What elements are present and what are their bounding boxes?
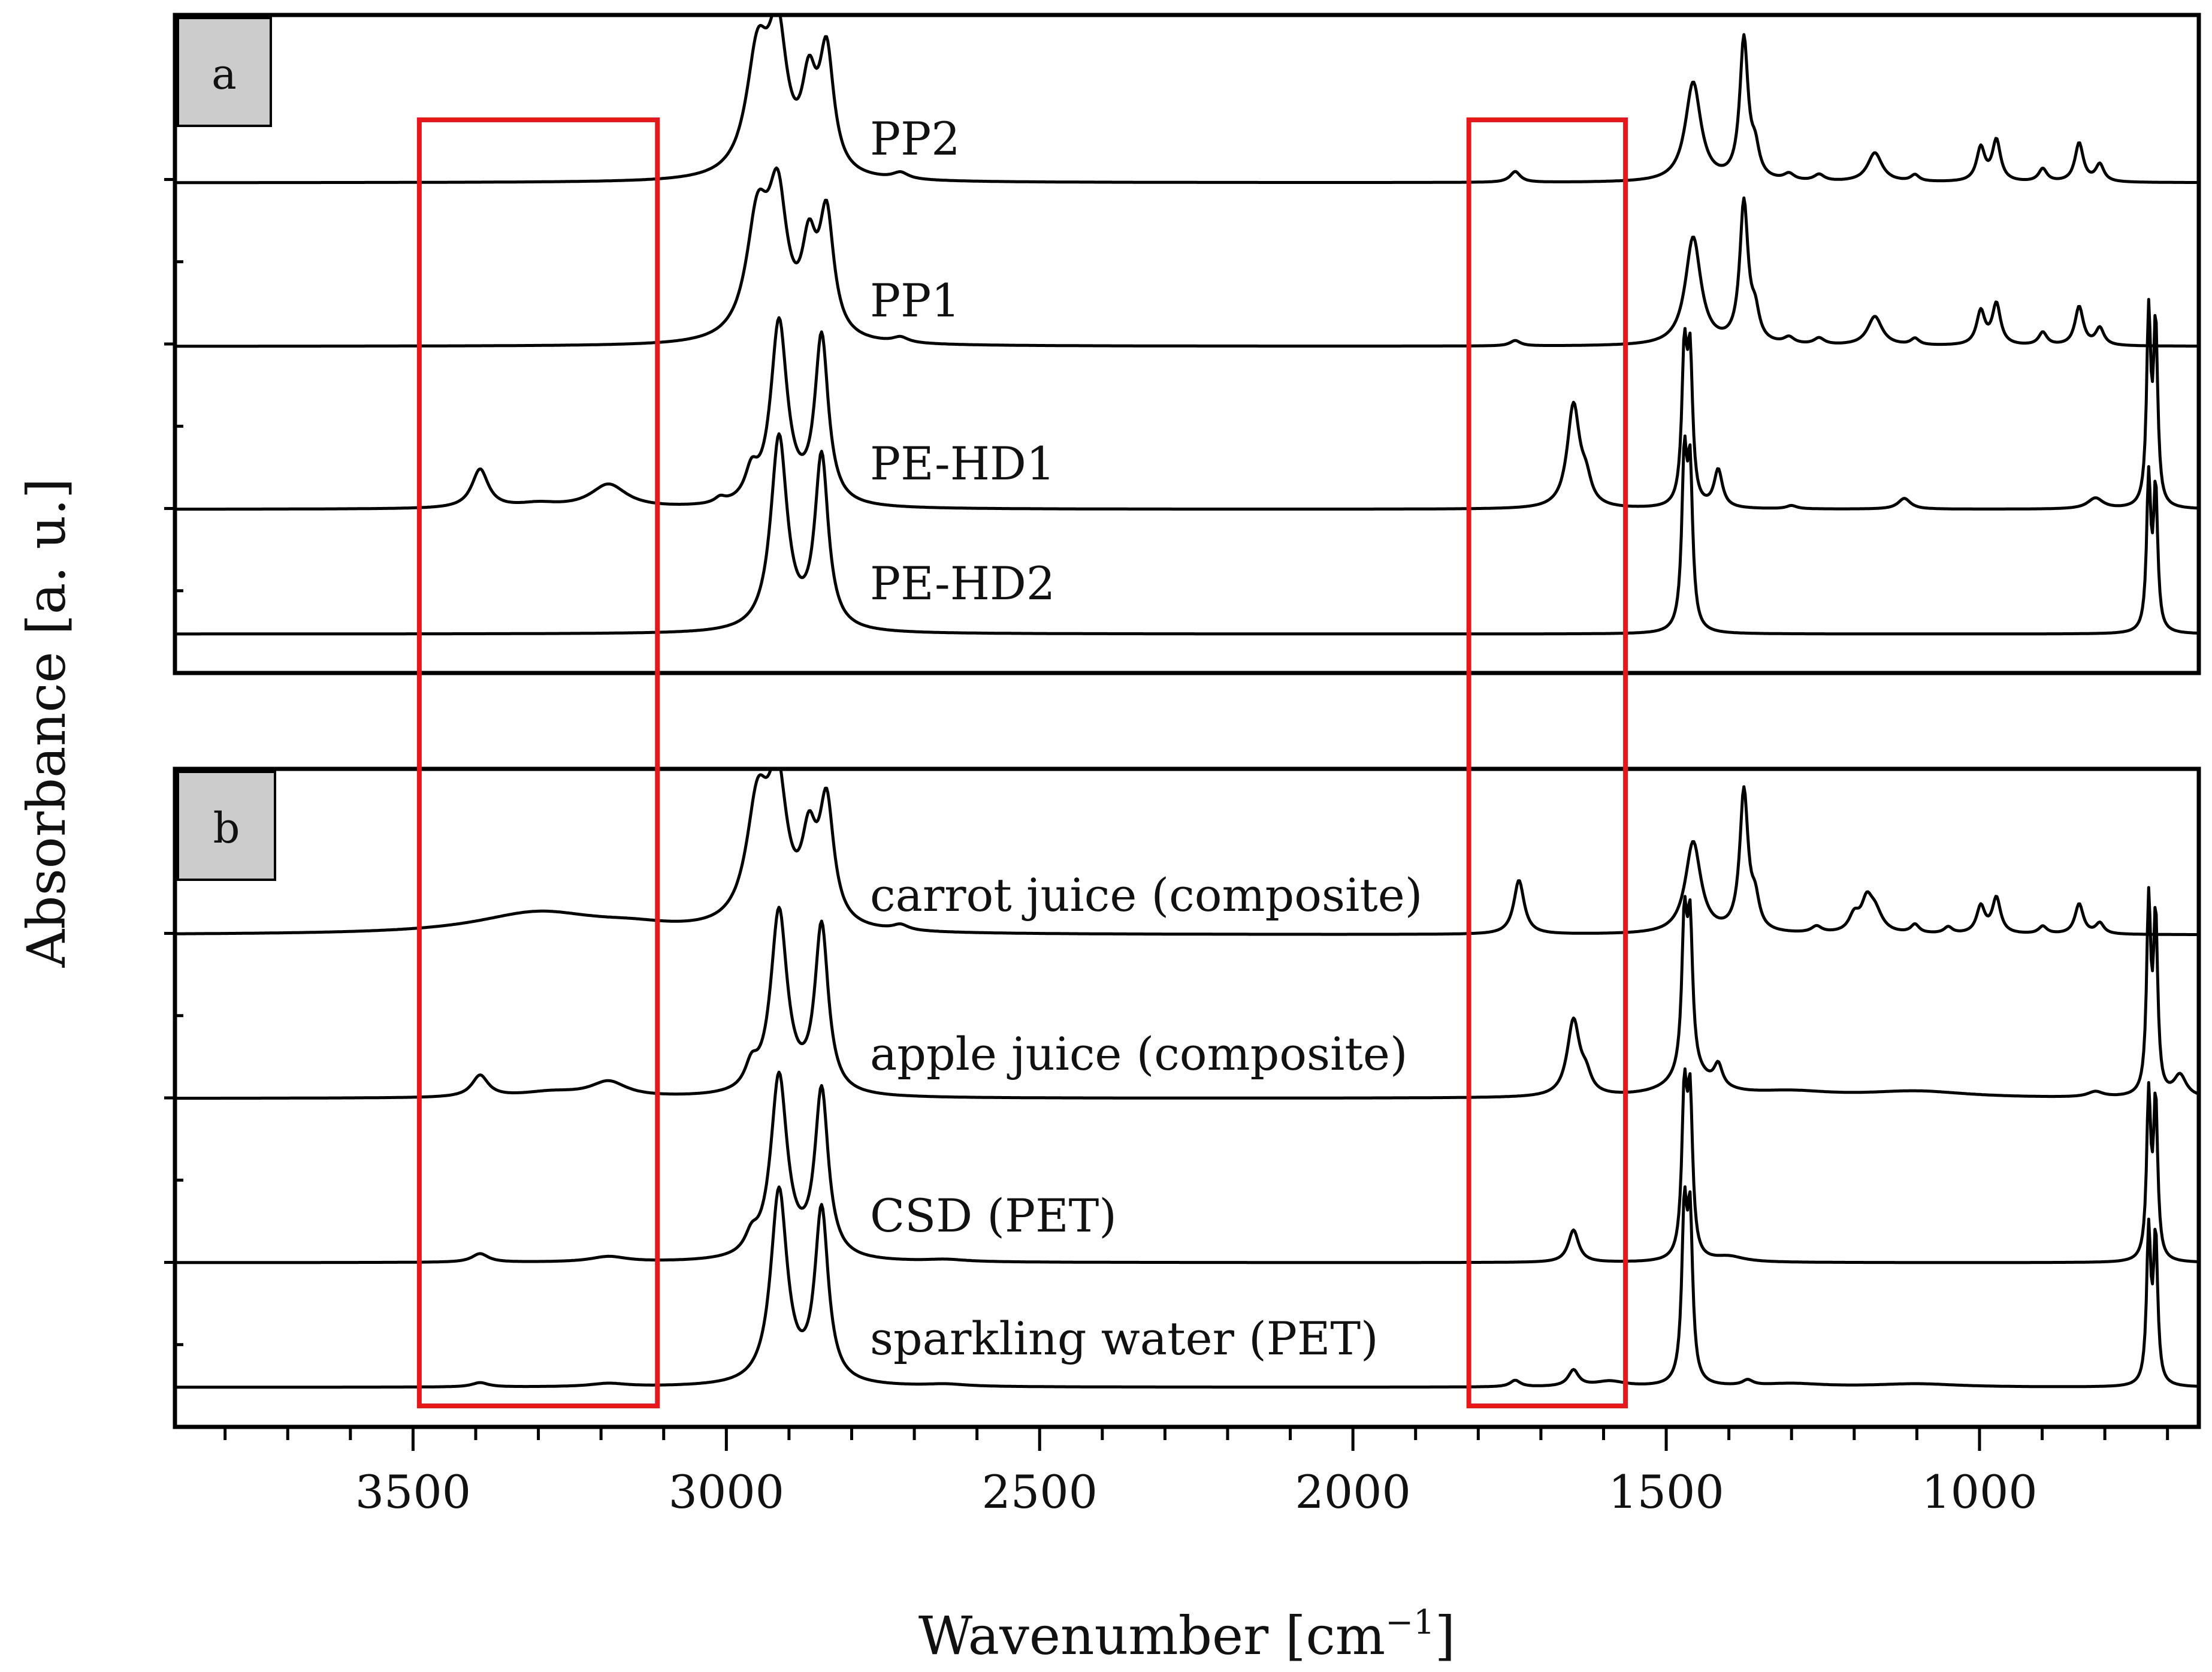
x-axis-title-close: ]: [1435, 1605, 1455, 1667]
y-axis-title: Absorbance [a. u.]: [16, 478, 77, 968]
spectrum-line-csd-pet: [175, 1067, 2199, 1264]
series-label-apple-juice: apple juice (composite): [870, 1027, 1408, 1081]
panel-a: a PP2 PP1 PE-HD1 PE-HD2: [164, 13, 2201, 675]
spectrum-line-carrot-juice-composite: [175, 769, 2199, 936]
panel-b-letter: b: [213, 804, 240, 853]
series-label-csd: CSD (PET): [870, 1189, 1117, 1242]
series-label-carrot-juice: carrot juice (composite): [870, 868, 1422, 922]
panel-a-letter-box: a: [177, 17, 272, 127]
series-label-pe-hd2: PE-HD2: [870, 557, 1055, 610]
spectrum-line-pp1: [175, 166, 2199, 348]
highlight-region-2: [1466, 117, 1628, 1408]
series-label-pe-hd1: PE-HD1: [870, 437, 1055, 490]
x-tick-label: 3500: [355, 1465, 471, 1519]
panel-b-letter-box: b: [177, 771, 276, 881]
x-axis-title: Wavenumber [cm−1]: [918, 1603, 1455, 1667]
panel-a-y-ticks: [164, 95, 183, 593]
series-label-sparkling-water: sparkling water (PET): [870, 1312, 1379, 1365]
spectrum-line-pe-hd1: [175, 298, 2199, 511]
spectrum-line-apple-juice-composite: [175, 886, 2199, 1100]
panel-a-letter: a: [211, 50, 237, 99]
x-tick-label: 3000: [669, 1465, 784, 1519]
panel-b: b carrot juice (composite) apple juice (…: [164, 766, 2201, 1429]
x-tick-label: 2000: [1295, 1465, 1410, 1519]
series-label-pp1: PP1: [870, 274, 960, 327]
spectrum-line-sparkling-water-pet: [175, 1185, 2199, 1389]
x-axis-title-main: Wavenumber [cm: [918, 1605, 1385, 1667]
spectrum-line-pp2: [175, 15, 2199, 185]
spectrum-line-pe-hd2: [175, 432, 2199, 636]
highlight-regions: [416, 117, 1628, 1408]
x-tick-label: 1500: [1608, 1465, 1724, 1519]
highlight-region-1: [416, 117, 660, 1408]
x-axis: 3500 3000 2500 2000 1500 1000: [223, 1427, 2169, 1519]
panel-a-spectra: [175, 15, 2199, 636]
x-tick-label: 2500: [982, 1465, 1098, 1519]
panel-b-spectra: [175, 769, 2199, 1389]
x-tick-label: 1000: [1921, 1465, 2037, 1519]
series-label-pp2: PP2: [870, 112, 960, 165]
x-axis-title-superscript: −1: [1385, 1603, 1435, 1642]
panel-a-frame: [173, 13, 2201, 675]
